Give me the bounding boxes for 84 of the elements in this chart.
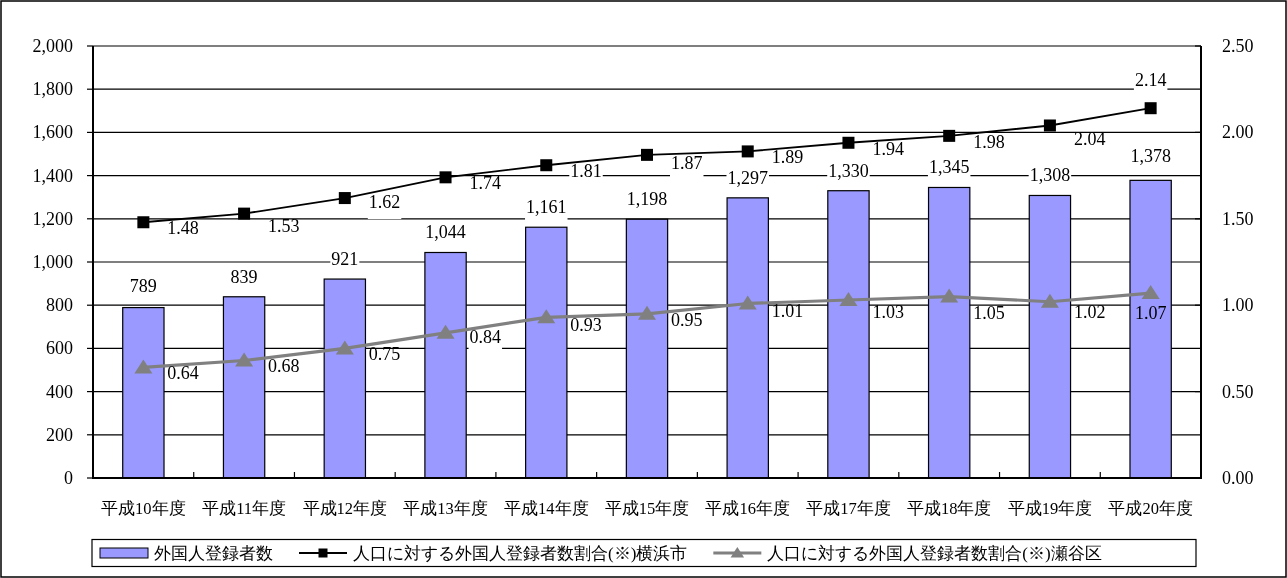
data-label: 0.95 xyxy=(671,309,703,330)
y-tick-label: 400 xyxy=(46,381,73,402)
y2-tick-label: 2.50 xyxy=(1222,36,1254,56)
point xyxy=(436,324,455,339)
y-tick-label: 1,200 xyxy=(32,208,73,229)
data-label: 1.07 xyxy=(1134,303,1167,324)
data-label: 1.53 xyxy=(268,215,300,236)
x-tick-label: 平成16年度 xyxy=(705,498,790,518)
data-label: 1.89 xyxy=(771,147,804,168)
y-tick-label: 1,600 xyxy=(32,122,73,143)
data-label: 1,044 xyxy=(425,222,466,243)
data-label: 1.02 xyxy=(1073,301,1106,322)
point xyxy=(738,295,757,310)
data-label: 2.14 xyxy=(1134,70,1167,91)
data-label: 1,378 xyxy=(1130,146,1171,167)
point xyxy=(1043,119,1056,132)
y-tick-label: 1,400 xyxy=(32,165,73,186)
data-label: 1.81 xyxy=(570,161,602,182)
point xyxy=(439,171,452,184)
point xyxy=(335,340,354,355)
y-tick-label: 600 xyxy=(46,338,73,359)
x-tick-label: 平成20年度 xyxy=(1108,498,1193,518)
point xyxy=(842,136,855,149)
point xyxy=(638,305,656,320)
data-label: 1.03 xyxy=(872,302,904,323)
data-label: 1,345 xyxy=(928,157,970,178)
data-label: 0.93 xyxy=(570,315,602,336)
data-label: 1.05 xyxy=(973,302,1005,323)
y-tick-label: 1,000 xyxy=(32,252,73,272)
data-label: 0.68 xyxy=(268,356,300,377)
data-label: 1,161 xyxy=(526,197,567,218)
point xyxy=(540,159,553,172)
x-tick-label: 平成19年度 xyxy=(1007,498,1093,518)
data-label: 1.98 xyxy=(973,131,1005,152)
x-tick-label: 平成12年度 xyxy=(302,498,388,518)
data-label: 0.84 xyxy=(469,326,502,347)
data-label: 0.64 xyxy=(167,363,199,384)
point xyxy=(1141,285,1160,300)
point xyxy=(537,309,556,324)
data-label: 1,198 xyxy=(626,189,668,210)
x-tick-label: 平成15年度 xyxy=(604,498,690,518)
x-tick-label: 平成11年度 xyxy=(202,498,287,518)
point xyxy=(235,352,254,367)
point xyxy=(1040,293,1059,308)
legend-label: 人口に対する外国人登録者数割合(※)瀬谷区 xyxy=(767,543,1102,563)
y2-tick-label: 1.50 xyxy=(1222,208,1254,229)
data-label: 1,330 xyxy=(828,160,869,181)
point xyxy=(1144,102,1157,115)
data-label: 921 xyxy=(331,249,359,270)
data-label: 1,297 xyxy=(727,167,768,188)
point xyxy=(741,145,754,158)
point xyxy=(238,207,251,220)
y-tick-label: 1,800 xyxy=(32,79,73,100)
data-label: 1.01 xyxy=(771,301,804,322)
data-label: 1.94 xyxy=(872,138,904,159)
y-tick-label: 800 xyxy=(46,295,73,316)
x-tick-label: 平成14年度 xyxy=(504,498,589,518)
legend-label: 外国人登録者数 xyxy=(154,543,273,563)
x-tick-label: 平成18年度 xyxy=(906,498,992,518)
data-label: 1.62 xyxy=(368,192,401,213)
y2-tick-label: 0.00 xyxy=(1222,468,1254,488)
data-label: 1,308 xyxy=(1029,165,1071,186)
x-tick-label: 平成13年度 xyxy=(403,498,488,518)
data-label: 839 xyxy=(230,266,258,287)
legend-label: 人口に対する外国人登録者数割合(※)横浜市 xyxy=(353,543,688,563)
point xyxy=(940,288,959,303)
x-tick-label: 平成10年度 xyxy=(101,498,186,518)
data-label: 1.87 xyxy=(671,152,703,173)
data-label: 1.74 xyxy=(469,173,502,194)
point xyxy=(641,148,653,161)
data-label: 789 xyxy=(129,275,157,296)
y-tick-label: 200 xyxy=(46,424,73,445)
data-label: 1.48 xyxy=(167,218,199,239)
y2-tick-label: 1.00 xyxy=(1222,295,1254,316)
point xyxy=(338,192,351,205)
y2-tick-label: 2.00 xyxy=(1222,122,1254,143)
y-tick-label: 2,000 xyxy=(32,36,73,56)
y-tick-label: 0 xyxy=(64,468,73,488)
point xyxy=(137,216,150,229)
point xyxy=(134,359,153,374)
x-tick-label: 平成17年度 xyxy=(806,498,891,518)
point xyxy=(943,129,956,142)
y2-tick-label: 0.50 xyxy=(1222,381,1254,402)
point xyxy=(839,292,858,307)
